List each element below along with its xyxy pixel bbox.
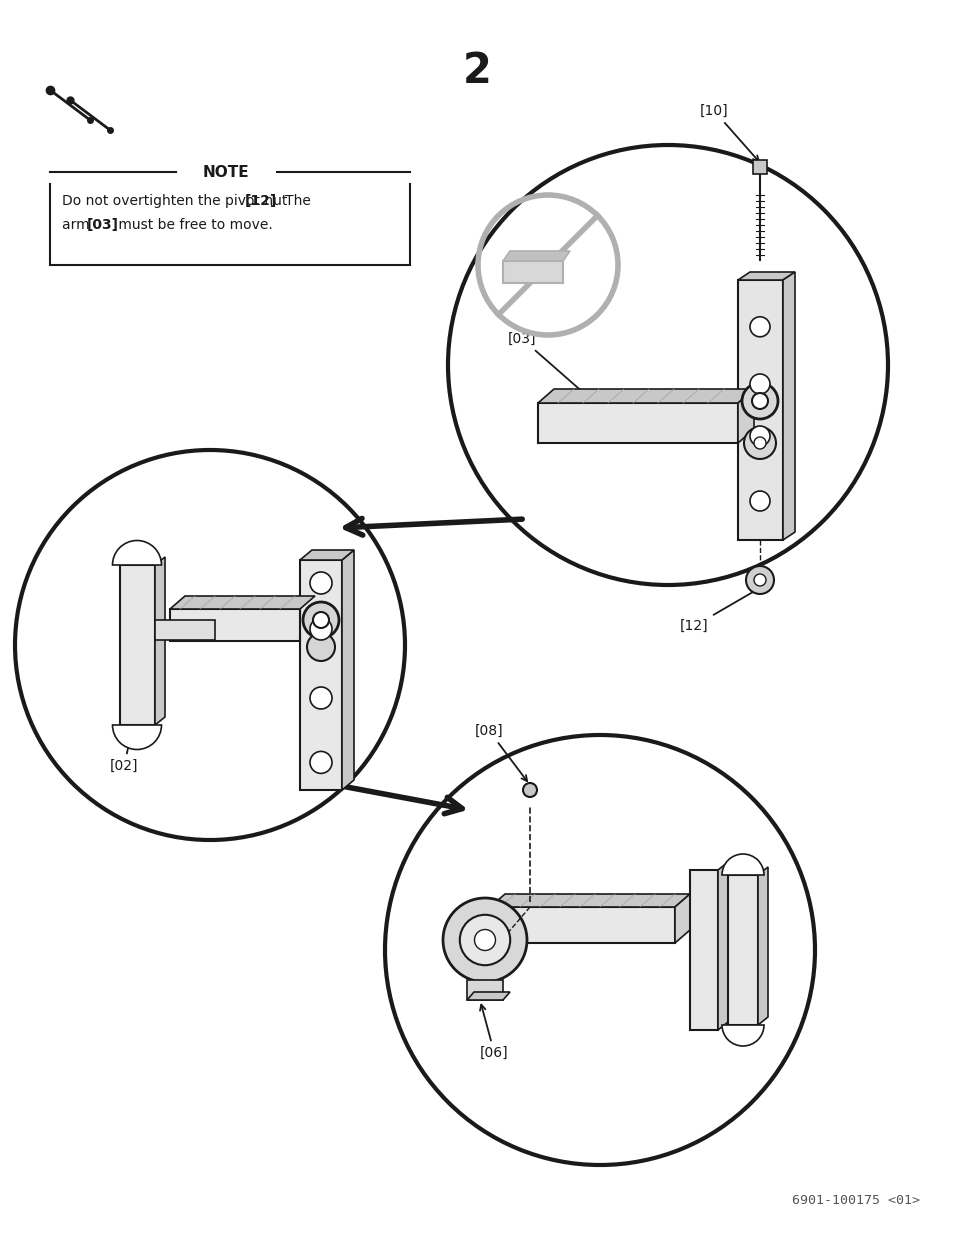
- Circle shape: [749, 374, 769, 394]
- Polygon shape: [170, 597, 314, 609]
- Polygon shape: [490, 906, 675, 944]
- Text: [10]: [10]: [700, 104, 758, 162]
- Polygon shape: [120, 564, 154, 725]
- Circle shape: [749, 426, 769, 446]
- Circle shape: [310, 751, 332, 773]
- Circle shape: [745, 566, 773, 594]
- Circle shape: [310, 687, 332, 709]
- Polygon shape: [537, 389, 753, 403]
- Polygon shape: [738, 389, 753, 443]
- Wedge shape: [721, 1025, 763, 1046]
- Polygon shape: [341, 550, 354, 790]
- Polygon shape: [537, 403, 738, 443]
- Circle shape: [753, 574, 765, 585]
- Polygon shape: [738, 280, 782, 540]
- Circle shape: [749, 317, 769, 337]
- Text: NOTE: NOTE: [203, 164, 250, 179]
- Circle shape: [313, 613, 329, 629]
- Circle shape: [310, 618, 332, 640]
- Text: must be free to move.: must be free to move.: [113, 219, 273, 232]
- Text: [03]: [03]: [87, 219, 119, 232]
- Text: [12]: [12]: [245, 194, 277, 207]
- Text: 6901-100175 <01>: 6901-100175 <01>: [791, 1194, 919, 1207]
- Bar: [752, 161, 766, 174]
- Polygon shape: [675, 894, 689, 944]
- Bar: [467, 981, 502, 1000]
- Wedge shape: [112, 725, 161, 750]
- Polygon shape: [782, 272, 794, 540]
- Polygon shape: [490, 894, 689, 906]
- Polygon shape: [718, 862, 727, 1030]
- Text: [08]: [08]: [475, 724, 527, 782]
- Circle shape: [303, 601, 338, 638]
- Circle shape: [743, 427, 775, 459]
- Circle shape: [442, 898, 526, 982]
- Text: 2: 2: [462, 49, 491, 91]
- Bar: [50, 180, 410, 266]
- Circle shape: [474, 930, 495, 951]
- Text: arm: arm: [62, 219, 94, 232]
- Text: .  The: . The: [272, 194, 311, 207]
- Circle shape: [307, 634, 335, 661]
- Polygon shape: [299, 559, 341, 790]
- Polygon shape: [170, 609, 299, 641]
- Text: [03]: [03]: [507, 332, 614, 420]
- Wedge shape: [112, 541, 161, 564]
- Polygon shape: [467, 992, 510, 1000]
- Wedge shape: [721, 853, 763, 876]
- Text: [02]: [02]: [110, 710, 138, 773]
- Circle shape: [753, 437, 765, 450]
- Text: [06]: [06]: [479, 1004, 508, 1060]
- Polygon shape: [299, 550, 354, 559]
- Polygon shape: [727, 876, 758, 1025]
- Circle shape: [751, 393, 767, 409]
- Polygon shape: [689, 869, 718, 1030]
- Polygon shape: [758, 867, 767, 1025]
- Bar: [502, 261, 562, 283]
- Polygon shape: [738, 272, 794, 280]
- Circle shape: [741, 383, 778, 419]
- Bar: [154, 620, 214, 640]
- Text: Do not overtighten the pivot nut: Do not overtighten the pivot nut: [62, 194, 292, 207]
- Circle shape: [310, 572, 332, 594]
- Circle shape: [522, 783, 537, 797]
- Circle shape: [749, 492, 769, 511]
- Polygon shape: [502, 251, 569, 261]
- Circle shape: [459, 915, 510, 966]
- Polygon shape: [154, 557, 165, 725]
- Text: [12]: [12]: [679, 588, 760, 634]
